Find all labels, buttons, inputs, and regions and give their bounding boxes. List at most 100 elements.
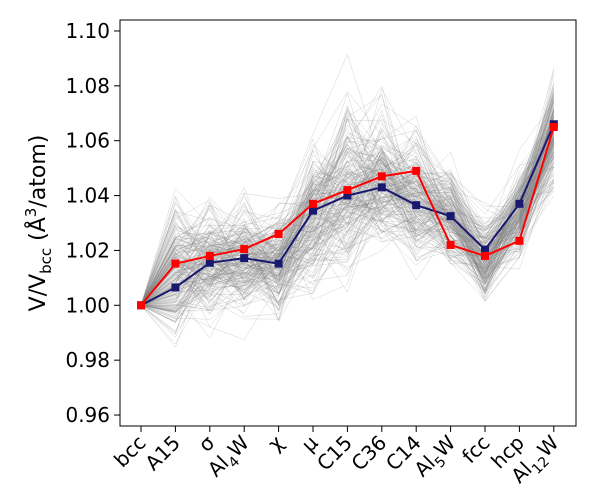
ensemble-line xyxy=(140,107,555,306)
x-tick-label: bcc xyxy=(109,431,150,472)
series-point-red xyxy=(137,301,145,310)
ensemble-line xyxy=(140,85,555,306)
series-point-red xyxy=(205,251,214,260)
ensemble-line xyxy=(140,119,555,306)
series-point-navy xyxy=(481,245,489,254)
ensemble-line xyxy=(140,103,554,306)
series-point-red xyxy=(412,166,421,175)
ensemble-line xyxy=(140,138,555,306)
ensemble-line xyxy=(140,99,555,306)
ensemble-line xyxy=(140,154,555,306)
ensemble-line xyxy=(140,113,555,306)
ensemble-line xyxy=(140,91,555,306)
ensemble-line xyxy=(140,109,555,307)
ensemble-line xyxy=(140,126,555,313)
x-tick-label: A15 xyxy=(140,431,185,476)
ensemble-line xyxy=(140,144,555,306)
ensemble-line xyxy=(140,157,554,306)
x-tick-label: Al5W xyxy=(409,430,464,485)
series-point-navy xyxy=(343,191,352,200)
series-point-red xyxy=(171,259,180,268)
ensemble-line xyxy=(140,94,555,306)
ensemble-line xyxy=(140,141,555,306)
ensemble-line xyxy=(140,186,555,306)
ensemble-line xyxy=(140,153,555,306)
series-point-red xyxy=(343,186,352,195)
ensemble-line xyxy=(140,129,555,306)
ensemble-line xyxy=(140,114,555,306)
ensemble-line xyxy=(140,141,555,306)
ensemble-line xyxy=(140,95,555,308)
y-tick-label: 0.96 xyxy=(65,403,110,427)
ensemble-line xyxy=(140,131,555,321)
ensemble-line xyxy=(140,172,554,306)
y-axis-title: V/Vbcc (Å3/atom) xyxy=(22,135,55,312)
ensemble-line xyxy=(140,138,555,306)
plot-area xyxy=(120,20,576,426)
ensemble-line xyxy=(140,146,555,306)
y-tick-label: 1.02 xyxy=(65,238,110,262)
ensemble-line xyxy=(140,124,555,306)
ensemble-line xyxy=(140,160,555,320)
ensemble-line xyxy=(140,93,555,306)
y-tick-label: 1.04 xyxy=(65,184,110,208)
ensemble-line xyxy=(140,130,555,310)
ensemble-line xyxy=(140,109,555,306)
series-point-navy xyxy=(240,254,249,263)
ensemble-line xyxy=(140,124,555,306)
series-point-navy xyxy=(377,183,386,192)
ensemble-line xyxy=(140,84,555,306)
series-point-navy xyxy=(171,283,180,292)
ensemble-line xyxy=(140,129,555,306)
ensemble-line xyxy=(140,128,555,306)
ensemble-line xyxy=(140,119,555,306)
ensemble-line xyxy=(140,96,555,312)
ensemble-line xyxy=(140,157,554,335)
ensemble-line xyxy=(140,129,555,324)
series-point-red xyxy=(549,122,558,131)
series-point-navy xyxy=(446,212,455,221)
ensemble-line xyxy=(140,53,555,306)
ensemble-line xyxy=(140,130,555,306)
ensemble-line xyxy=(140,134,555,306)
ensemble-line xyxy=(140,168,555,340)
ensemble-line xyxy=(140,129,555,306)
ensemble-line xyxy=(140,151,555,306)
ensemble-line xyxy=(140,70,555,306)
series-layer xyxy=(137,120,558,310)
ensemble-line xyxy=(140,112,555,306)
ensemble-line xyxy=(140,166,555,315)
ensemble-line xyxy=(140,114,555,307)
ensemble-line xyxy=(140,103,555,307)
series-point-navy xyxy=(412,201,421,210)
ensemble-line xyxy=(140,137,555,311)
ensemble-line xyxy=(140,98,555,306)
ensemble-line xyxy=(140,123,555,318)
ensemble-line xyxy=(140,178,554,306)
y-tick-label: 1.10 xyxy=(65,19,110,43)
y-axis: 0.96 0.98 1.00 1.02 1.04 1.06 1.08 1.10 xyxy=(65,19,120,427)
ensemble-line xyxy=(140,114,554,306)
ensemble-line xyxy=(140,158,555,338)
ensemble-line xyxy=(140,118,555,306)
ensemble-line xyxy=(140,170,554,306)
series-point-red xyxy=(274,229,283,238)
ensemble-line xyxy=(140,137,555,306)
ensemble-line xyxy=(140,137,555,306)
ensemble-line xyxy=(140,149,555,306)
ensemble-line xyxy=(140,164,554,332)
ensemble-line xyxy=(140,151,555,306)
ensemble-line xyxy=(140,108,555,306)
y-tick-label: 1.06 xyxy=(65,129,110,153)
series-point-navy xyxy=(205,258,214,267)
ensemble-line xyxy=(140,116,555,306)
ensemble-line xyxy=(140,144,555,320)
x-tick-label: Al4W xyxy=(203,430,258,485)
series-point-red xyxy=(515,236,524,245)
ensemble-line xyxy=(140,109,555,306)
ensemble-line xyxy=(140,141,555,339)
plot-frame xyxy=(119,19,577,427)
ensemble-line xyxy=(140,120,555,306)
